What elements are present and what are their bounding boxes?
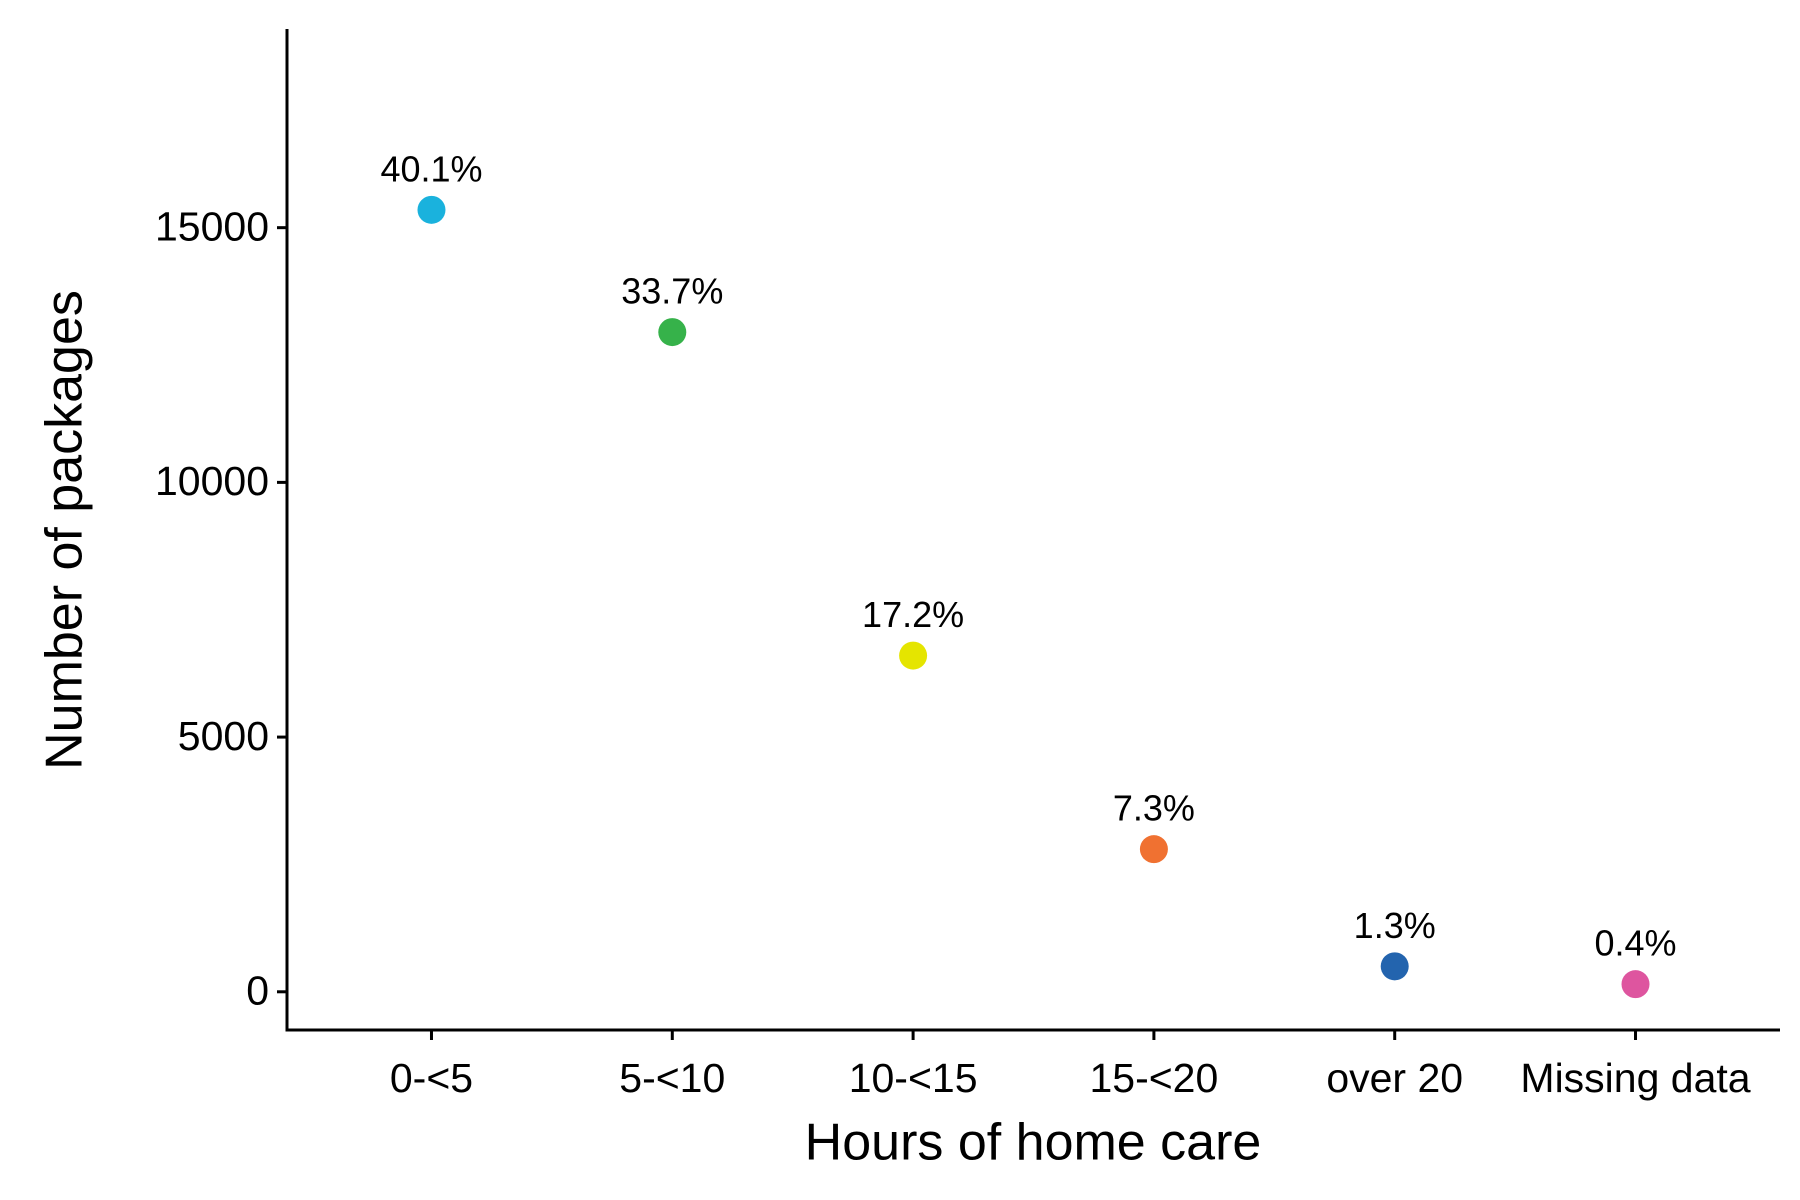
point	[1621, 970, 1650, 999]
point-label: 0.4%	[1594, 923, 1676, 964]
point	[1380, 952, 1409, 981]
x-tick-label: 5-<10	[619, 1055, 725, 1101]
x-axis-title: Hours of home care	[805, 1114, 1262, 1172]
point-label: 17.2%	[862, 594, 964, 635]
point	[658, 318, 687, 347]
x-tick-label: 10-<15	[849, 1055, 978, 1101]
point-label: 40.1%	[380, 148, 482, 189]
x-tick-label: 0-<5	[390, 1055, 473, 1101]
point	[1139, 835, 1168, 864]
x-tick-label: Missing data	[1520, 1055, 1750, 1101]
y-tick-label: 15000	[155, 203, 269, 249]
point-label: 33.7%	[621, 271, 723, 312]
point	[899, 641, 928, 670]
y-tick-label: 10000	[155, 458, 269, 504]
x-tick-label: over 20	[1326, 1055, 1463, 1101]
point	[417, 195, 446, 224]
point-label: 1.3%	[1354, 905, 1436, 946]
point-label: 7.3%	[1113, 788, 1195, 829]
x-tick-label: 15-<20	[1089, 1055, 1218, 1101]
y-axis-title: Number of packages	[36, 290, 94, 770]
y-tick-label: 0	[246, 968, 269, 1014]
y-tick-label: 5000	[178, 713, 269, 759]
